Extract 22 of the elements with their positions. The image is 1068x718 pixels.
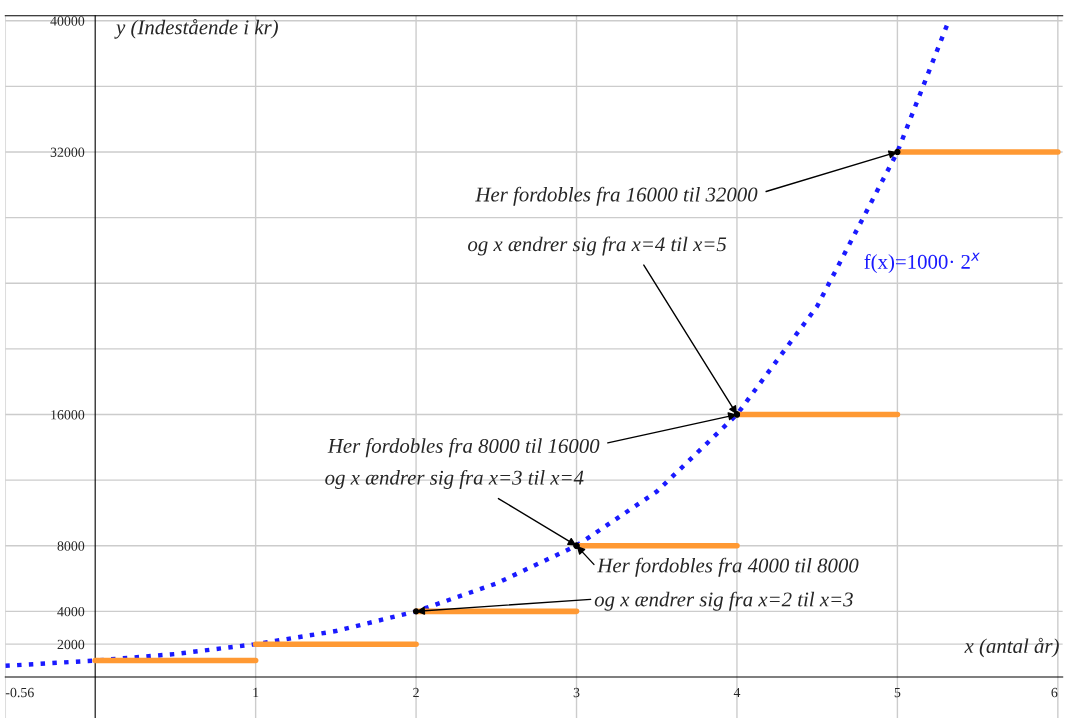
- y-tick-label: 40000: [50, 16, 85, 26]
- annotation: og x ændrer sig fra x=4 til x=5: [468, 236, 727, 256]
- y-tick-label: 16000: [51, 410, 85, 420]
- x-tick-label: -0.56: [5, 687, 34, 698]
- x-tick-label: 2: [413, 687, 419, 698]
- annotation: Her fordobles fra 16000 til 32000: [475, 186, 758, 206]
- annotation: og x ændrer sig fra x=3 til x=4: [325, 469, 584, 489]
- y-tick-label: 2000: [57, 639, 85, 650]
- x-tick-label: 6: [1051, 687, 1058, 698]
- x-tick-label: 1: [253, 687, 259, 698]
- x-axis-title: x (antal år): [964, 637, 1059, 658]
- annotation: Her fordobles fra 4000 til 8000: [597, 557, 859, 577]
- annotation: f(x)=1000· 2$^{x}$: [864, 252, 980, 274]
- annotation: Her fordobles fra 8000 til 16000: [327, 438, 600, 458]
- y-axis-title: y (Indestående i kr): [114, 19, 278, 39]
- x-tick-label: 3: [573, 687, 580, 698]
- annotation: og x ændrer sig fra x=2 til x=3: [594, 591, 853, 611]
- y-tick-label: 8000: [57, 541, 85, 551]
- x-tick-label: 5: [894, 687, 901, 698]
- x-tick-label: 4: [733, 687, 741, 698]
- y-tick-label: 32000: [50, 147, 85, 157]
- y-tick-label: 4000: [57, 606, 85, 617]
